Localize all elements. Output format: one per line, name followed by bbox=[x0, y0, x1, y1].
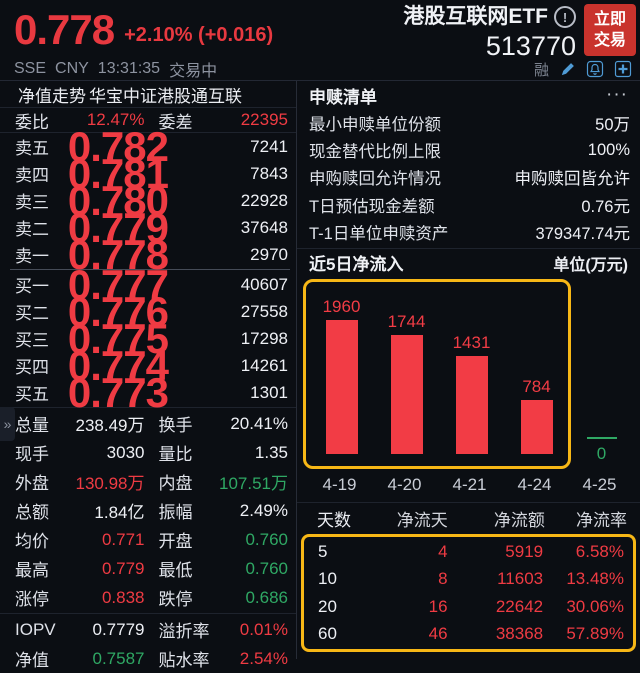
stat-row-iopv: IOPV 0.7779 溢折率 0.01% bbox=[15, 619, 288, 642]
more-menu-icon[interactable]: ··· bbox=[606, 84, 628, 105]
bid-row-5: 买五 0.773 1301 bbox=[15, 368, 288, 416]
stat-row-turnover: 总额 1.84亿 振幅 2.49% bbox=[15, 500, 288, 523]
stats-divider bbox=[0, 407, 296, 408]
info-icon[interactable]: ! bbox=[554, 6, 576, 28]
bar-value-label: 1744 bbox=[387, 311, 426, 331]
ask-row-1: 卖一 0.778 2970 bbox=[15, 230, 288, 278]
order-imbalance-row: 委比 12.47% 委差 22395 bbox=[0, 108, 296, 133]
instrument-name: 港股互联网ETF bbox=[403, 5, 548, 28]
iopv-divider bbox=[0, 613, 296, 614]
bid-ask-divider bbox=[10, 269, 290, 270]
bid-row-2: 买二 0.776 27558 bbox=[15, 287, 288, 335]
net-inflow-unit: 单位(万元) bbox=[553, 256, 628, 274]
bid-row-3: 买三 0.775 17298 bbox=[15, 314, 288, 362]
stat-row-current: 现手 3030 量比 1.35 bbox=[15, 442, 288, 465]
instrument-code: 513770 bbox=[485, 31, 576, 61]
bar-slot: 1960 bbox=[309, 297, 374, 454]
x-tick: 4-21 bbox=[452, 475, 487, 495]
redemption-row: T-1日单位申赎资产 379347.74元 bbox=[309, 225, 630, 244]
flow-table-row: 60 46 38368 57.89% bbox=[318, 624, 624, 644]
trading-status: 交易中 bbox=[169, 63, 218, 80]
stat-row-volume: 总量 238.49万 换手 20.41% bbox=[15, 413, 288, 436]
quote-header: 0.778 +2.10% (+0.016) 港股互联网ETF ! 513770 … bbox=[0, 0, 640, 61]
stat-row-high-low: 最高 0.779 最低 0.760 bbox=[15, 558, 288, 581]
redemption-row: 最小申赎单位份额 50万 bbox=[309, 115, 630, 134]
x-tick: 4-20 bbox=[387, 475, 422, 495]
ask-row-2: 卖二 0.779 37648 bbox=[15, 203, 288, 251]
net-inflow-chart: 1960 1744 1431 784 0 bbox=[299, 277, 638, 469]
price-change: +2.10% (+0.016) bbox=[124, 24, 274, 46]
currency-label: CNY bbox=[55, 60, 89, 77]
flow-table-row: 10 8 11603 13.48% bbox=[318, 569, 624, 589]
market-status-bar: SSE CNY 13:31:35 交易中 融 bbox=[0, 58, 640, 81]
flow-table-row: 20 16 22642 30.06% bbox=[318, 596, 624, 616]
flow-table-highlight-box: 5 4 5919 6.58% 10 8 11603 13.48% 20 16 2… bbox=[301, 533, 636, 652]
stat-row-nav: 净值 0.7587 贴水率 2.54% bbox=[15, 648, 288, 671]
x-tick: 4-19 bbox=[322, 475, 357, 495]
x-tick: 4-25 bbox=[582, 475, 617, 495]
bar-slot: 784 bbox=[504, 377, 569, 454]
last-price: 0.778 bbox=[14, 6, 115, 53]
bar bbox=[325, 319, 358, 454]
stat-row-avg-open: 均价 0.771 开盘 0.760 bbox=[15, 529, 288, 552]
bar-slot-zero: 0 bbox=[569, 277, 634, 463]
bar-value-label: 0 bbox=[596, 443, 607, 463]
flow-table-row: 5 4 5919 6.58% bbox=[318, 541, 624, 561]
bid-row-1: 买一 0.777 40607 bbox=[15, 260, 288, 308]
ask-row-4: 卖四 0.781 7843 bbox=[15, 149, 288, 197]
redemption-row: 现金替代比例上限 100% bbox=[309, 140, 630, 162]
instrument-name-block: 港股互联网ETF ! 513770 bbox=[403, 4, 576, 61]
stat-row-limit: 涨停 0.838 跌停 0.686 bbox=[15, 587, 288, 610]
exchange-label: SSE bbox=[14, 60, 47, 77]
edit-icon[interactable] bbox=[559, 61, 576, 78]
weibi-label: 委比 bbox=[15, 112, 49, 132]
stat-row-outer-inner: 外盘 130.98万 内盘 107.51万 bbox=[15, 474, 288, 493]
flow-table-header: 天数 净流天 净流额 净流率 bbox=[317, 510, 627, 530]
x-tick: 4-24 bbox=[517, 475, 552, 495]
detail-panel: 申赎清单 ··· 最小申赎单位份额 50万 现金替代比例上限 100% 申购赎回… bbox=[297, 81, 640, 659]
redemption-title: 申赎清单 bbox=[309, 87, 377, 107]
chart-x-axis: 4-19 4-20 4-21 4-24 4-25 bbox=[297, 469, 640, 503]
redemption-section-header: 申赎清单 ··· bbox=[297, 81, 640, 109]
net-inflow-title: 近5日净流入 bbox=[309, 255, 404, 275]
bar-value-label: 1960 bbox=[322, 296, 361, 316]
bar-slot: 1431 bbox=[439, 333, 504, 454]
net-inflow-section-header: 近5日净流入 单位(万元) bbox=[297, 247, 640, 277]
bar-value-label: 1431 bbox=[452, 332, 491, 352]
bar-slot: 1744 bbox=[374, 312, 439, 454]
fund-full-name-link[interactable]: 华宝中证港股通互联 bbox=[89, 86, 242, 106]
bar bbox=[390, 334, 423, 454]
redemption-row: 申购赎回允许情况 申购赎回皆允许 bbox=[309, 170, 630, 189]
quote-tabs: 净值走势 华宝中证港股通互联 bbox=[0, 81, 296, 108]
quote-time: 13:31:35 bbox=[97, 60, 161, 77]
weibi-value: 12.47% bbox=[86, 110, 145, 129]
alert-bell-icon[interactable] bbox=[586, 60, 604, 78]
weicha-value: 22395 bbox=[240, 110, 288, 129]
quote-panel: 净值走势 华宝中证港股通互联 委比 12.47% 委差 22395 卖五 0.7… bbox=[0, 81, 297, 670]
bar-value-label: 784 bbox=[522, 376, 551, 396]
bar bbox=[520, 399, 553, 454]
weicha-label: 委差 bbox=[158, 112, 193, 132]
tab-nav-chart[interactable]: 净值走势 bbox=[18, 86, 86, 106]
add-to-watchlist-icon[interactable] bbox=[614, 60, 632, 78]
drawer-expand-handle[interactable]: » bbox=[0, 407, 15, 441]
bid-row-4: 买四 0.774 14261 bbox=[15, 341, 288, 389]
ask-row-3: 卖三 0.780 22928 bbox=[15, 176, 288, 224]
ask-row-5: 卖五 0.782 7241 bbox=[15, 122, 288, 170]
bar bbox=[455, 355, 488, 454]
redemption-row: T日预估现金差额 0.76元 bbox=[309, 197, 630, 216]
margin-eligible-flag[interactable]: 融 bbox=[533, 61, 549, 79]
zero-bar bbox=[586, 436, 617, 439]
trade-now-button[interactable]: 立即 交易 bbox=[584, 4, 636, 56]
